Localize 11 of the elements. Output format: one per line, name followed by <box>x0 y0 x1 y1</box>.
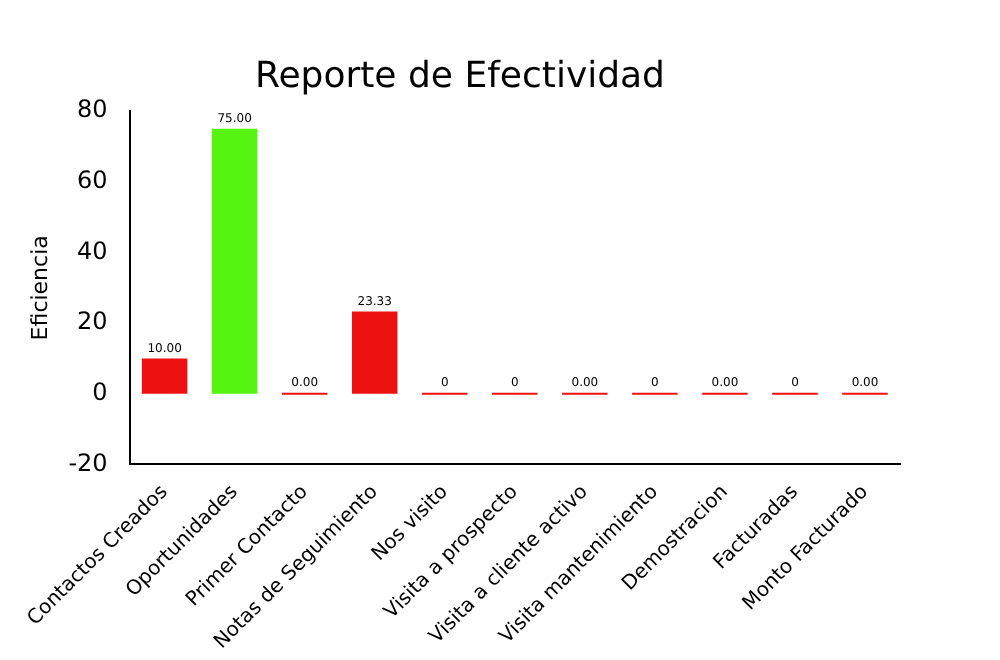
bar <box>141 358 188 394</box>
y-tick-label: 0 <box>92 378 108 407</box>
bar <box>211 128 258 394</box>
y-tick-label: 40 <box>77 236 108 265</box>
y-axis-title: Eficiencia <box>26 235 53 341</box>
y-tick-label: 20 <box>77 307 108 336</box>
chart-title: Reporte de Efectividad <box>255 54 665 97</box>
bar <box>351 311 398 394</box>
y-tick-label: 60 <box>77 166 108 195</box>
y-tick-label: 80 <box>77 95 108 124</box>
y-tick-label: -20 <box>68 448 108 477</box>
